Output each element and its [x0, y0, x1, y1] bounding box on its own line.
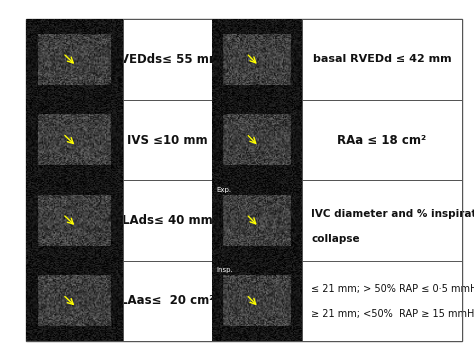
Text: collapse: collapse: [311, 234, 360, 244]
Text: ≤ 21 mm; > 50% RAP ≤ 0·5 mmHg: ≤ 21 mm; > 50% RAP ≤ 0·5 mmHg: [311, 284, 474, 294]
Bar: [212, 261, 301, 341]
Text: IVS ≤10 mm: IVS ≤10 mm: [127, 133, 208, 147]
Bar: [212, 100, 301, 180]
Bar: [123, 180, 212, 261]
Bar: [26, 180, 123, 261]
Text: IVC diameter and % inspiratory: IVC diameter and % inspiratory: [311, 209, 474, 219]
Bar: [123, 100, 212, 180]
Bar: [123, 261, 212, 341]
Text: ≥ 21 mm; <50%  RAP ≥ 15 mmHg: ≥ 21 mm; <50% RAP ≥ 15 mmHg: [311, 309, 474, 319]
Bar: [301, 180, 462, 341]
Bar: [26, 261, 123, 341]
Text: LAds≤ 40 mm: LAds≤ 40 mm: [122, 214, 213, 227]
Bar: [26, 100, 123, 180]
Bar: [212, 19, 301, 100]
Bar: [212, 180, 301, 261]
Text: Exp.: Exp.: [217, 187, 232, 193]
Text: LVEDds≤ 55 mm: LVEDds≤ 55 mm: [114, 53, 221, 66]
Text: basal RVEDd ≤ 42 mm: basal RVEDd ≤ 42 mm: [312, 55, 451, 64]
Text: Insp.: Insp.: [217, 267, 234, 273]
Bar: [301, 100, 462, 180]
Bar: [26, 19, 123, 100]
Bar: [123, 19, 212, 100]
Text: RAa ≤ 18 cm²: RAa ≤ 18 cm²: [337, 133, 427, 147]
Text: LAas≤  20 cm²: LAas≤ 20 cm²: [120, 294, 215, 308]
Bar: [301, 19, 462, 100]
